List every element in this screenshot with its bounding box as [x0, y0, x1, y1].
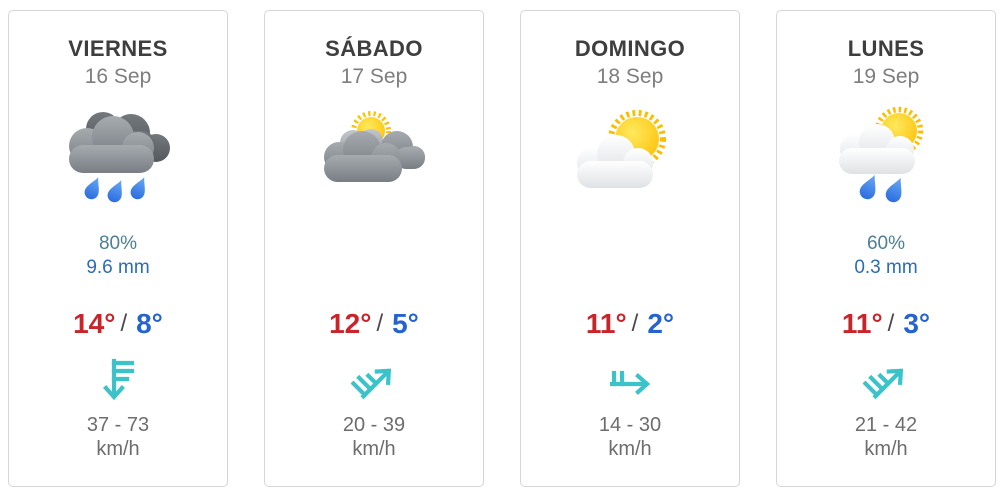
wind-barb-northeast-icon	[862, 368, 904, 400]
forecast-card-sabado[interactable]: SÁBADO 17 Sep 12° / 5°	[264, 10, 484, 487]
forecast-card-lunes[interactable]: LUNES 19 Sep 60% 0.3 mm 11° / 3°	[776, 10, 996, 487]
forecast-card-viernes[interactable]: VIERNES 16 Sep 80%	[8, 10, 228, 487]
temp-separator: /	[120, 310, 128, 337]
wind-speed-range: 14 - 30	[598, 414, 662, 436]
date-label: 16 Sep	[84, 65, 152, 88]
precip-amount: 9.6 mm	[86, 257, 150, 278]
rain-clouds-icon	[69, 112, 170, 205]
high-temp: 11°	[841, 308, 883, 339]
low-temp: 3°	[903, 308, 931, 339]
wind-barb-south-icon	[103, 358, 135, 401]
forecast-card-domingo[interactable]: DOMINGO 18 Sep 11° / 2°	[520, 10, 740, 487]
wind-speed-unit: km/h	[352, 438, 396, 460]
day-label: DOMINGO	[574, 36, 686, 61]
wind-speed-range: 20 - 39	[342, 414, 406, 436]
temp-separator: /	[631, 310, 639, 337]
high-temp: 12°	[329, 308, 372, 339]
low-temp: 8°	[136, 308, 163, 339]
date-label: 19 Sep	[852, 65, 920, 88]
wind-speed-unit: km/h	[96, 438, 140, 460]
precip-probability: 60%	[866, 233, 906, 254]
day-label: VIERNES	[68, 36, 168, 61]
sun-with-rain-cloud-icon	[839, 106, 924, 205]
temp-separator: /	[376, 310, 384, 337]
forecast-strip: VIERNES 16 Sep 80%	[8, 10, 996, 487]
sun-with-cloud-icon	[577, 110, 666, 188]
wind-speed-range: 21 - 42	[854, 414, 918, 436]
high-temp: 11°	[585, 308, 627, 339]
precip-amount: 0.3 mm	[854, 257, 918, 278]
temp-separator: /	[887, 310, 895, 337]
day-label: SÁBADO	[325, 36, 423, 61]
low-temp: 5°	[392, 308, 419, 339]
high-temp: 14°	[73, 308, 116, 339]
sun-behind-dark-clouds-icon	[324, 111, 425, 182]
date-label: 17 Sep	[340, 65, 408, 88]
wind-barb-east-icon	[609, 370, 651, 395]
wind-speed-unit: km/h	[864, 438, 908, 460]
low-temp: 2°	[647, 308, 675, 339]
date-label: 18 Sep	[596, 65, 664, 88]
precip-probability: 80%	[98, 233, 138, 254]
wind-speed-range: 37 - 73	[86, 414, 150, 436]
wind-barb-northeast-icon	[350, 368, 392, 400]
wind-speed-unit: km/h	[608, 438, 652, 460]
day-label: LUNES	[847, 36, 925, 61]
